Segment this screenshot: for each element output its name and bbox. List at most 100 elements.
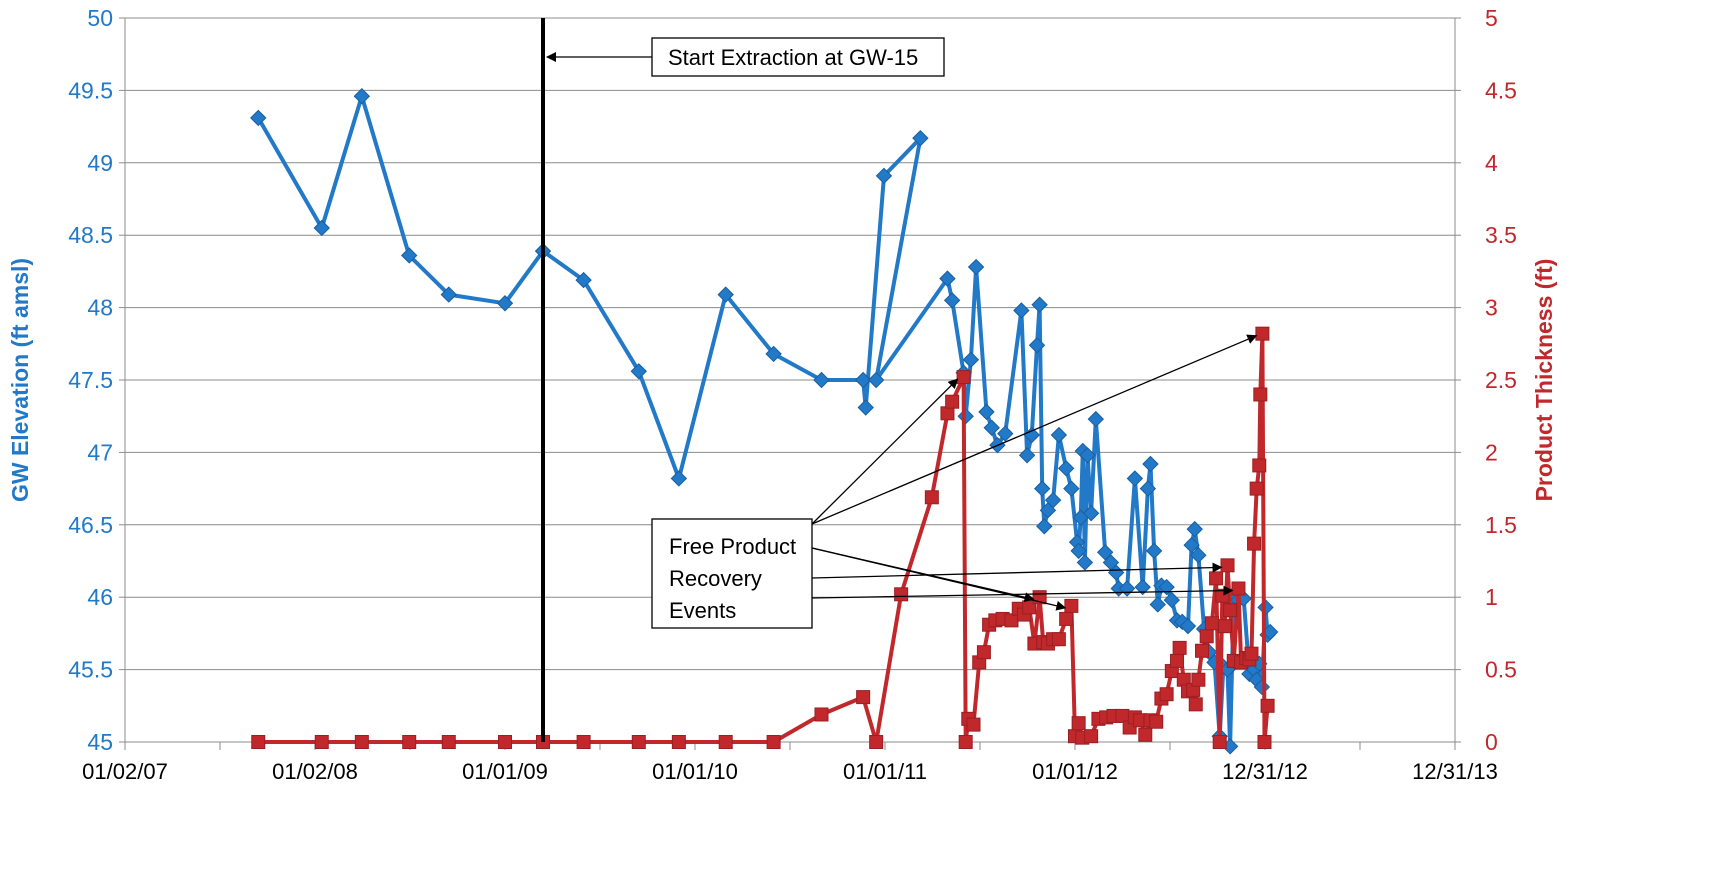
data-point [441, 735, 456, 749]
y-right-tick-label: 5 [1485, 5, 1498, 31]
y-left-tick-label: 48.5 [68, 222, 113, 248]
data-point [1064, 598, 1079, 613]
data-point [1179, 617, 1197, 635]
recovery-label-box [651, 518, 813, 629]
data-point [576, 735, 591, 749]
data-point [1255, 326, 1270, 341]
data-point [1036, 518, 1053, 535]
recovery-arrow [811, 562, 1223, 579]
data-point [1247, 536, 1262, 551]
gw-elevation-series [250, 87, 1279, 755]
data-point [1028, 337, 1046, 354]
data-point [354, 735, 369, 749]
data-point [1134, 578, 1151, 596]
data-point [1096, 544, 1114, 561]
data-point [966, 717, 981, 732]
data-point [353, 87, 371, 105]
y-right-tick-label: 4 [1485, 150, 1498, 176]
data-point [1013, 302, 1030, 319]
data-point [1118, 580, 1136, 597]
y-left-tick-label: 48 [87, 295, 113, 321]
data-point [1034, 480, 1051, 497]
data-point [940, 406, 955, 421]
data-point [575, 271, 592, 289]
data-point [1252, 458, 1267, 473]
recovery-label-line: Events [669, 598, 736, 623]
data-point [976, 645, 991, 660]
data-point [1253, 678, 1271, 696]
data-point [1044, 491, 1062, 509]
data-point [1223, 603, 1238, 618]
axes: 4545.54646.54747.54848.54949.55000.511.5… [7, 5, 1557, 784]
data-point [1170, 653, 1185, 668]
data-point [1159, 687, 1174, 702]
data-point [1126, 470, 1144, 487]
data-point [1190, 547, 1207, 564]
data-point [1018, 447, 1036, 464]
data-point [1191, 672, 1206, 687]
data-point [1076, 554, 1094, 571]
data-point [962, 351, 980, 368]
data-point [857, 399, 874, 416]
data-point [1084, 729, 1099, 744]
data-point [869, 735, 884, 749]
recovery-arrow [811, 547, 1067, 611]
data-point [956, 370, 971, 385]
data-point [1209, 571, 1224, 586]
y-left-tick-label: 47.5 [68, 367, 113, 393]
x-tick-label: 01/01/12 [1032, 759, 1118, 784]
data-point [1231, 581, 1246, 596]
y-right-tick-label: 2 [1485, 439, 1498, 465]
y-left-tick-label: 46 [87, 584, 113, 610]
x-tick-label: 01/02/07 [82, 759, 168, 784]
series-line [256, 94, 1272, 749]
recovery-label-line: Recovery [669, 566, 762, 591]
data-point [939, 270, 956, 287]
data-point [313, 219, 330, 237]
x-tick-label: 01/01/10 [652, 759, 738, 784]
data-point [924, 490, 939, 505]
data-point [1070, 542, 1087, 560]
data-point [1217, 619, 1232, 634]
y-left-tick-label: 50 [87, 5, 113, 31]
data-point [1115, 708, 1130, 723]
y-right-tick-label: 4.5 [1485, 77, 1517, 103]
data-point [1082, 505, 1100, 522]
data-point [1079, 447, 1096, 464]
y-right-tick-label: 1.5 [1485, 512, 1517, 538]
data-point [1149, 714, 1164, 729]
data-point [867, 371, 885, 389]
data-point [1163, 591, 1181, 609]
data-point [401, 247, 418, 264]
data-point [630, 363, 647, 380]
data-point [765, 345, 782, 363]
data-point [1260, 698, 1275, 713]
data-point [671, 735, 686, 749]
data-point [1087, 410, 1105, 428]
data-point [1139, 480, 1157, 497]
y-left-tick-label: 49.5 [68, 77, 113, 103]
x-tick-label: 01/02/08 [272, 759, 358, 784]
data-point [251, 735, 266, 749]
data-point [854, 371, 872, 389]
gridlines [125, 17, 1455, 671]
data-point [1244, 646, 1259, 661]
y-right-axis-title: Product Thickness (ft) [1531, 259, 1557, 502]
data-point [967, 258, 985, 276]
data-point [498, 735, 512, 749]
data-point [912, 129, 929, 147]
data-point [856, 690, 871, 705]
x-tick-label: 12/31/13 [1412, 759, 1498, 784]
data-point [631, 735, 646, 749]
data-point [943, 292, 961, 309]
data-point [958, 735, 973, 749]
y-right-tick-label: 1 [1485, 584, 1498, 610]
y-right-tick-label: 3 [1485, 295, 1498, 321]
y-right-tick-label: 3.5 [1485, 222, 1517, 248]
data-point [250, 109, 267, 127]
data-point [1186, 520, 1203, 538]
extraction-label-box [651, 37, 945, 77]
data-point [1253, 387, 1268, 402]
data-point [894, 587, 909, 602]
